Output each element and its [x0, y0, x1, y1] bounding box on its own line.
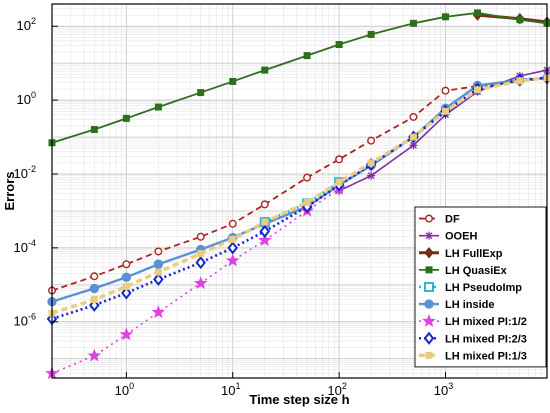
- legend-label: LH mixed PI:1/2: [445, 316, 527, 328]
- legend-marker: [424, 281, 434, 292]
- data-point: [409, 133, 417, 141]
- legend-marker: [425, 214, 434, 223]
- series-line: [51, 76, 548, 321]
- legend-marker: [423, 331, 435, 345]
- series-3: [48, 9, 550, 147]
- legend-label: DF: [445, 214, 460, 226]
- legend-label: LH PseudoImp: [445, 282, 522, 294]
- data-point: [121, 286, 132, 300]
- data-point: [367, 30, 375, 38]
- data-point: [441, 13, 449, 21]
- y-axis-label: Errors: [2, 171, 17, 210]
- y-tick-label: 102: [17, 16, 36, 33]
- data-point: [122, 260, 131, 269]
- data-point: [89, 283, 100, 294]
- legend-label: LH QuasiEx: [445, 265, 508, 277]
- legend-marker: [425, 266, 433, 274]
- data-point: [87, 348, 102, 362]
- data-point: [227, 241, 239, 255]
- x-axis-label: Time step size h: [249, 392, 349, 407]
- data-point: [154, 247, 163, 256]
- data-point: [228, 219, 237, 228]
- data-point: [90, 272, 99, 281]
- data-point: [335, 41, 343, 49]
- data-point: [197, 250, 205, 258]
- y-tick-label: 10-6: [14, 312, 36, 329]
- data-point: [367, 171, 376, 180]
- data-point: [441, 86, 450, 95]
- plot-frame: [51, 3, 548, 379]
- data-point: [151, 305, 166, 319]
- data-point: [121, 272, 132, 282]
- data-point: [153, 259, 164, 269]
- data-point: [154, 103, 162, 111]
- data-point: [516, 77, 524, 85]
- data-point: [261, 66, 269, 74]
- data-point: [367, 159, 375, 167]
- data-point: [441, 107, 449, 115]
- y-tick-label: 10-4: [14, 238, 36, 255]
- legend-label: LH mixed PI:2/3: [445, 333, 527, 345]
- data-point: [335, 155, 344, 164]
- legend: DF OOEH LH FullExp LH QuasiEx LH PseudoImp LH…: [414, 206, 547, 368]
- y-tick-label: 100: [17, 90, 36, 107]
- data-point: [303, 198, 311, 206]
- legend-label: LH mixed PI:1/3: [445, 350, 527, 362]
- data-point: [261, 218, 269, 226]
- data-point: [409, 19, 417, 27]
- legend-marker: [425, 231, 433, 240]
- data-point: [154, 268, 162, 276]
- series-line: [51, 76, 548, 315]
- x-tick-label: 100: [115, 381, 134, 398]
- data-point: [197, 89, 205, 97]
- data-point: [474, 86, 482, 94]
- data-point: [474, 9, 482, 17]
- data-point: [303, 173, 312, 182]
- data-point: [122, 114, 130, 122]
- data-point: [90, 126, 98, 134]
- grid: [51, 3, 548, 379]
- data-point: [259, 224, 271, 238]
- data-point: [119, 327, 134, 341]
- legend-marker: [425, 351, 433, 359]
- data-point: [122, 282, 130, 290]
- legend-box: [414, 206, 547, 368]
- data-point: [409, 112, 418, 121]
- series-layer: [45, 9, 550, 380]
- data-point: [195, 255, 206, 270]
- data-point: [409, 141, 418, 150]
- series-8: [48, 74, 550, 317]
- data-point: [229, 77, 237, 85]
- data-point: [229, 235, 237, 243]
- data-point: [260, 200, 269, 209]
- data-point: [196, 232, 205, 241]
- data-point: [367, 136, 376, 145]
- data-point: [257, 233, 272, 247]
- legend-label: LH FullExp: [445, 248, 503, 260]
- x-tick-label: 103: [434, 381, 453, 398]
- data-point: [193, 276, 208, 290]
- data-point: [153, 272, 164, 287]
- data-point: [90, 296, 98, 304]
- data-point: [225, 253, 240, 267]
- x-tick-label: 101: [221, 381, 240, 398]
- legend-marker: [424, 299, 434, 309]
- legend-label: OOEH: [445, 231, 477, 243]
- legend-label: LH inside: [445, 299, 495, 311]
- legend-marker: [422, 313, 436, 327]
- data-point: [303, 52, 311, 60]
- data-point: [335, 178, 343, 186]
- legend-marker: [424, 246, 434, 259]
- data-point: [516, 16, 524, 24]
